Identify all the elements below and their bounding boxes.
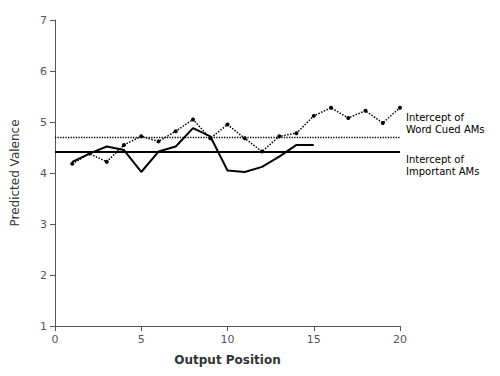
svg-text:Intercept of: Intercept of xyxy=(406,112,464,123)
svg-text:5: 5 xyxy=(40,116,47,129)
svg-text:10: 10 xyxy=(221,333,235,346)
svg-text:Word Cued AMs: Word Cued AMs xyxy=(406,124,485,135)
svg-text:0: 0 xyxy=(52,333,59,346)
svg-text:Intercept of: Intercept of xyxy=(406,154,464,165)
svg-text:7: 7 xyxy=(40,14,47,27)
svg-text:3: 3 xyxy=(40,218,47,231)
svg-text:5: 5 xyxy=(138,333,145,346)
svg-text:6: 6 xyxy=(40,65,47,78)
svg-text:15: 15 xyxy=(307,333,321,346)
svg-text:1: 1 xyxy=(40,320,47,333)
svg-text:Important AMs: Important AMs xyxy=(406,166,479,177)
svg-text:Output Position: Output Position xyxy=(174,353,280,367)
svg-text:4: 4 xyxy=(40,167,47,180)
svg-text:2: 2 xyxy=(40,269,47,282)
svg-text:20: 20 xyxy=(393,333,407,346)
svg-text:Predicted Valence: Predicted Valence xyxy=(8,119,22,226)
